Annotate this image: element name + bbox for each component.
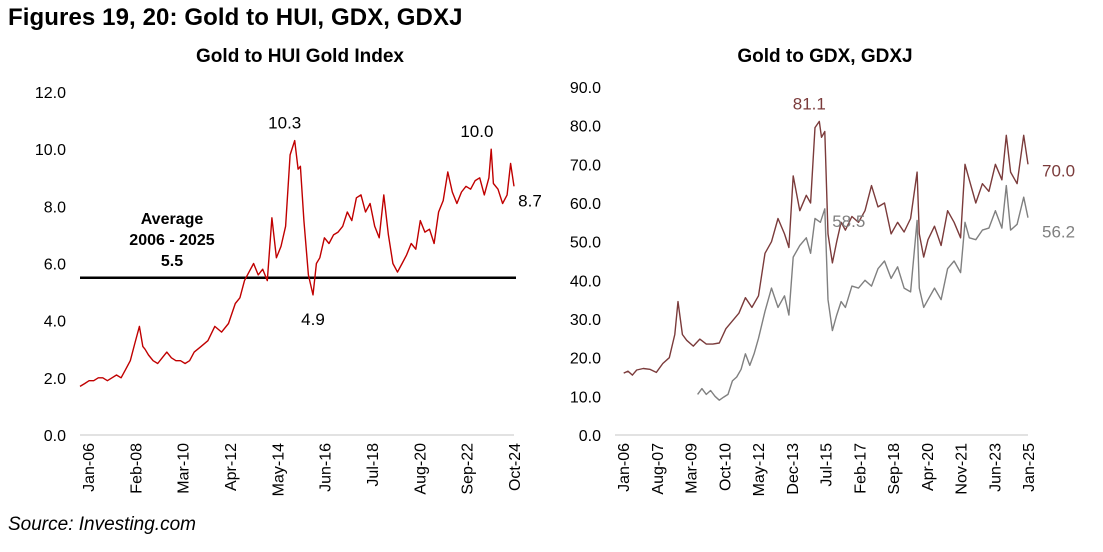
data-label: 10.3 <box>268 114 301 133</box>
x-tick-label: Jan-06 <box>616 443 633 492</box>
y-tick-label: 90.0 <box>570 80 601 97</box>
data-label: 56.2 <box>1042 223 1075 242</box>
x-tick-label: Jun-23 <box>987 443 1004 492</box>
y-tick-label: 40.0 <box>570 273 601 290</box>
data-label: 4.9 <box>301 310 325 329</box>
data-label: 58.5 <box>832 212 865 231</box>
x-tick-label: Feb-17 <box>852 443 869 494</box>
x-tick-label: Dec-13 <box>785 443 802 495</box>
x-tick-label: Oct-10 <box>717 443 734 491</box>
x-tick-label: Jul-15 <box>819 443 836 487</box>
y-tick-label: 0.0 <box>579 428 601 445</box>
x-tick-label: Jan-25 <box>1021 443 1038 492</box>
x-tick-label: Oct-24 <box>507 443 524 491</box>
data-label: 81.1 <box>793 94 826 113</box>
x-tick-label: Apr-12 <box>223 443 240 491</box>
y-tick-label: 6.0 <box>44 257 66 274</box>
source-note: Source: Investing.com <box>8 514 196 535</box>
chart-title-hui: Gold to HUI Gold Index <box>196 46 404 67</box>
series-line-gold-to-gdx <box>623 120 1029 376</box>
y-tick-label: 80.0 <box>570 119 601 136</box>
x-tick-label: Aug-20 <box>412 443 429 495</box>
x-tick-label: May-12 <box>751 443 768 496</box>
chart-title-gdx: Gold to GDX, GDXJ <box>737 46 913 67</box>
y-tick-label: 8.0 <box>44 199 66 216</box>
data-label: 10.0 <box>460 122 493 141</box>
x-tick-label: Sep-22 <box>460 443 477 495</box>
x-tick-label: Jan-06 <box>81 443 98 492</box>
y-tick-label: 50.0 <box>570 235 601 252</box>
x-tick-label: Mar-10 <box>176 443 193 494</box>
average-label: 5.5 <box>161 253 183 270</box>
average-label: 2006 - 2025 <box>129 232 215 249</box>
x-tick-label: Mar-09 <box>684 443 701 494</box>
y-tick-label: 30.0 <box>570 312 601 329</box>
x-tick-label: Aug-07 <box>650 443 667 495</box>
x-tick-label: Nov-21 <box>954 443 971 495</box>
data-label: 70.0 <box>1042 161 1075 180</box>
y-tick-label: 4.0 <box>44 314 66 331</box>
y-tick-label: 10.0 <box>35 142 66 159</box>
x-tick-label: Apr-20 <box>920 443 937 491</box>
x-tick-label: May-14 <box>270 443 287 496</box>
x-tick-label: Feb-08 <box>128 443 145 494</box>
y-tick-label: 0.0 <box>44 428 66 445</box>
y-tick-label: 70.0 <box>570 157 601 174</box>
series-line-gold-to-hui <box>79 139 515 387</box>
average-label: Average <box>141 211 204 228</box>
y-tick-label: 12.0 <box>35 85 66 102</box>
x-tick-label: Sep-18 <box>886 443 903 495</box>
y-tick-label: 60.0 <box>570 196 601 213</box>
x-tick-label: Jul-18 <box>365 443 382 487</box>
y-tick-label: 2.0 <box>44 371 66 388</box>
y-tick-label: 10.0 <box>570 389 601 406</box>
y-tick-label: 20.0 <box>570 351 601 368</box>
series-line-gold-to-gdxj <box>697 184 1029 401</box>
figure-title: Figures 19, 20: Gold to HUI, GDX, GDXJ <box>8 4 463 31</box>
x-tick-label: Jun-16 <box>318 443 335 492</box>
data-label: 8.7 <box>518 191 542 210</box>
